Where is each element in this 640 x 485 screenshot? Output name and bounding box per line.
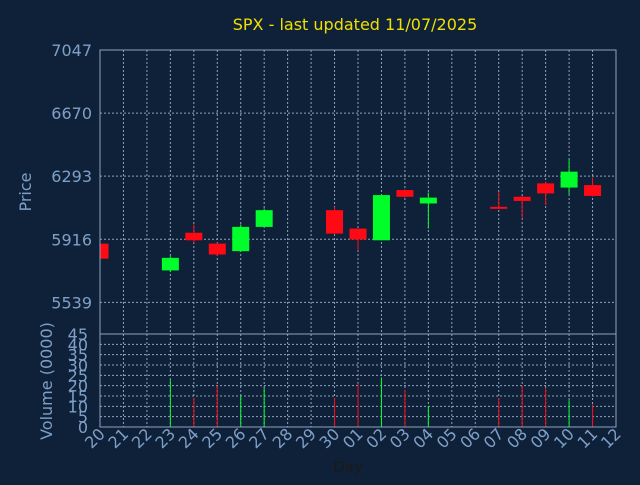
candle-body	[560, 171, 578, 188]
candle-04	[419, 192, 437, 229]
candle-body	[208, 243, 226, 255]
candle-body	[232, 226, 250, 252]
candle-25	[208, 242, 226, 257]
candle-body	[419, 197, 437, 204]
candle-07	[490, 191, 508, 210]
volume-tick-label: 35	[68, 346, 88, 365]
volume-bars	[169, 377, 594, 427]
chart-title: SPX - last updated 11/07/2025	[233, 15, 478, 34]
volume-axis-label: Volume (0000)	[37, 322, 56, 440]
volume-tick-label: 5	[78, 408, 88, 427]
price-tick-label: 5539	[51, 293, 92, 312]
volume-tick-label: 10	[68, 397, 88, 416]
price-axis-label: Price	[16, 172, 35, 211]
x-tick-labels: 2021222324252627282930010203040506070809…	[81, 424, 625, 452]
candle-20	[99, 243, 109, 259]
candle-26	[232, 224, 250, 252]
price-tick-label: 6670	[51, 104, 92, 123]
candle-08	[513, 195, 531, 219]
price-tick-label: 5916	[51, 230, 92, 249]
price-tick-labels: 7047 6670 6293 5916 5539	[51, 41, 92, 312]
candle-09	[537, 181, 555, 206]
candle-body	[255, 210, 273, 227]
candle-body	[161, 257, 179, 271]
volume-panel-frame	[99, 333, 617, 428]
candle-body	[513, 196, 531, 201]
volume-tick-label: 0	[78, 418, 88, 437]
price-tick-label: 7047	[51, 41, 92, 60]
price-tick-label: 6293	[51, 167, 92, 186]
volume-tick-label: 15	[68, 387, 88, 406]
volume-tick-label: 25	[68, 366, 88, 385]
candle-11	[584, 177, 602, 197]
candle-body	[185, 232, 203, 241]
candle-03	[396, 189, 414, 198]
candle-body	[584, 185, 602, 196]
candle-10	[560, 159, 578, 195]
candle-body	[349, 228, 367, 240]
price-candles	[99, 159, 602, 273]
volume-tick-label: 20	[68, 377, 88, 396]
candle-30	[326, 206, 344, 235]
candle-body	[490, 206, 508, 209]
candle-body	[372, 195, 390, 241]
candle-body	[396, 190, 414, 197]
x-axis-label: Day	[333, 458, 363, 476]
volume-tick-label: 30	[68, 356, 88, 375]
volume-tick-label: 45	[68, 325, 88, 344]
volume-tick-label: 40	[68, 335, 88, 354]
candle-24	[185, 224, 203, 243]
candle-27	[255, 208, 273, 227]
candle-body	[100, 243, 109, 259]
candle-02	[372, 194, 390, 241]
candle-body	[537, 183, 555, 194]
candle-body	[326, 210, 344, 234]
candle-23	[161, 256, 179, 273]
candle-01	[349, 228, 367, 251]
